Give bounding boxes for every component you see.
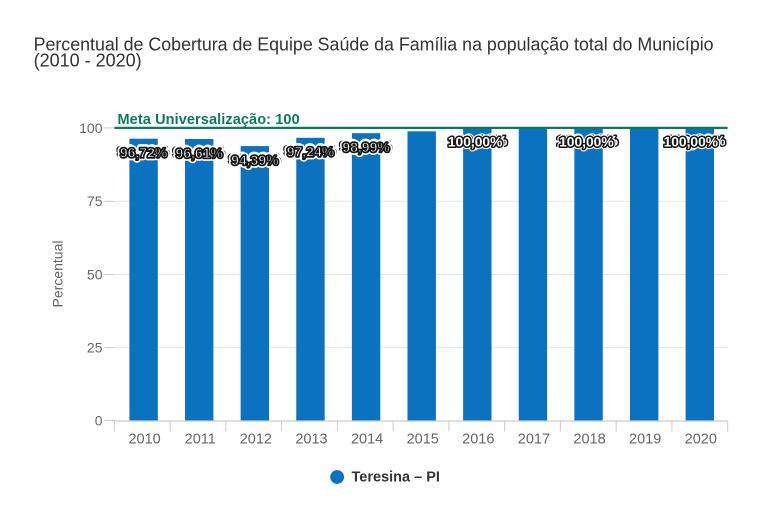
svg-text:100: 100 [79, 120, 103, 136]
svg-text:2016: 2016 [462, 432, 494, 448]
svg-text:96,72%: 96,72% [117, 144, 170, 160]
svg-text:98,99%: 98,99% [342, 139, 390, 155]
svg-text:2017: 2017 [518, 432, 550, 448]
svg-text:2013: 2013 [295, 432, 327, 448]
svg-text:98,99%: 98,99% [339, 138, 392, 154]
svg-text:100,00%: 100,00% [557, 133, 620, 148]
svg-text:2019: 2019 [629, 432, 661, 448]
svg-text:96,61%: 96,61% [172, 144, 225, 160]
svg-text:96,61%: 96,61% [175, 145, 223, 161]
svg-text:Meta Universalização: 100: Meta Universalização: 100 [118, 112, 300, 128]
svg-text:50: 50 [87, 266, 103, 282]
svg-text:94,39%: 94,39% [231, 152, 279, 168]
svg-text:96,72%: 96,72% [117, 144, 170, 160]
svg-text:96,61%: 96,61% [172, 144, 225, 160]
svg-text:100,00%: 100,00% [448, 133, 508, 148]
svg-text:97,24%: 97,24% [287, 144, 335, 160]
svg-text:2020: 2020 [685, 432, 717, 448]
svg-text:96,61%: 96,61% [175, 145, 223, 161]
svg-text:98,99%: 98,99% [339, 138, 392, 154]
svg-text:25: 25 [87, 340, 103, 356]
svg-text:98,99%: 98,99% [342, 139, 390, 155]
svg-text:0: 0 [95, 413, 103, 429]
svg-text:94,39%: 94,39% [228, 151, 281, 167]
svg-text:2010: 2010 [128, 432, 160, 448]
svg-text:94,39%: 94,39% [231, 152, 279, 168]
svg-text:Percentual: Percentual [50, 241, 66, 308]
svg-text:98,99%: 98,99% [339, 138, 392, 154]
svg-text:100,00%: 100,00% [664, 134, 718, 149]
svg-text:98,99%: 98,99% [342, 139, 390, 155]
svg-text:100,00%: 100,00% [666, 133, 726, 148]
svg-text:(2010 - 2020): (2010 - 2020) [34, 51, 142, 71]
svg-text:2018: 2018 [573, 432, 605, 448]
svg-text:96,72%: 96,72% [120, 145, 168, 161]
svg-text:96,72%: 96,72% [120, 145, 168, 161]
svg-text:75: 75 [87, 193, 103, 209]
svg-text:97,24%: 97,24% [287, 144, 335, 160]
svg-text:97,24%: 97,24% [284, 143, 337, 159]
svg-text:96,61%: 96,61% [175, 145, 223, 161]
svg-text:100,00%: 100,00% [448, 133, 508, 148]
svg-text:2011: 2011 [185, 432, 216, 448]
svg-text:100,00%: 100,00% [559, 134, 613, 149]
svg-text:Percentual de Cobertura de Equ: Percentual de Cobertura de Equipe Saúde … [34, 34, 714, 54]
svg-text:97,24%: 97,24% [284, 143, 337, 159]
svg-text:100,00%: 100,00% [559, 134, 613, 149]
svg-text:100,00%: 100,00% [664, 134, 718, 149]
svg-text:94,39%: 94,39% [228, 151, 281, 167]
svg-text:2015: 2015 [407, 432, 439, 448]
svg-text:Teresina – PI: Teresina – PI [352, 470, 440, 486]
svg-text:94,39%: 94,39% [228, 151, 281, 167]
svg-text:100,00%: 100,00% [448, 134, 502, 149]
svg-text:2014: 2014 [351, 432, 383, 448]
svg-text:96,61%: 96,61% [172, 144, 225, 160]
svg-text:100,00%: 100,00% [666, 133, 726, 148]
svg-text:96,72%: 96,72% [120, 145, 168, 161]
svg-text:2012: 2012 [240, 432, 272, 448]
svg-text:97,24%: 97,24% [284, 143, 337, 159]
svg-text:100,00%: 100,00% [557, 133, 620, 148]
svg-text:94,39%: 94,39% [231, 152, 279, 168]
svg-text:96,72%: 96,72% [117, 144, 170, 160]
svg-text:100,00%: 100,00% [448, 134, 502, 149]
svg-text:97,24%: 97,24% [287, 144, 335, 160]
